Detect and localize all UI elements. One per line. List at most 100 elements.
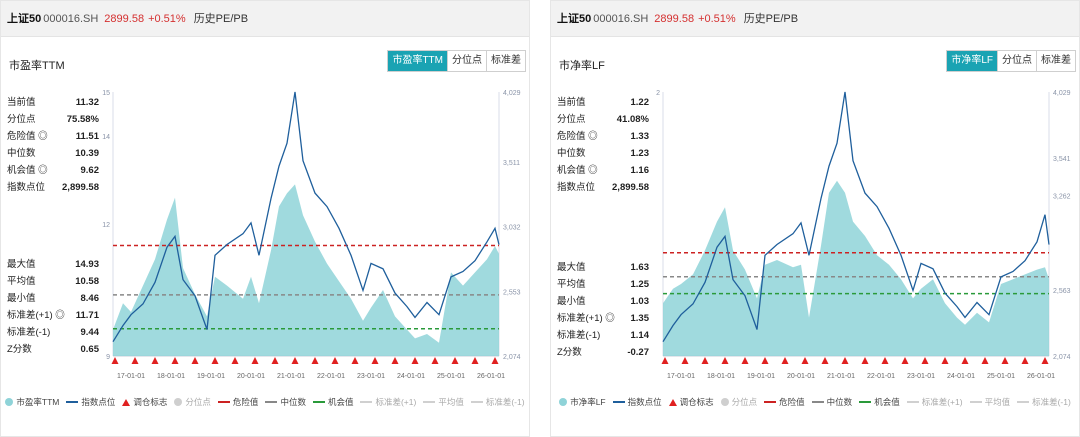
rebalance-marker: [761, 357, 769, 364]
x-tick-label: 19-01-01: [747, 373, 775, 380]
stat-label: 最大值: [557, 262, 586, 273]
history-link[interactable]: 历史PE/PB: [743, 13, 799, 25]
legend-item[interactable]: 平均值: [423, 396, 464, 408]
legend-item[interactable]: 市净率LF: [559, 396, 606, 408]
x-tick-label: 24-01-01: [397, 373, 425, 380]
x-tick-label: 25-01-01: [437, 373, 465, 380]
tab-stddev[interactable]: 标准差: [1036, 51, 1075, 71]
x-tick-label: 22-01-01: [867, 373, 895, 380]
legend-item[interactable]: 中位数: [811, 396, 853, 408]
rebalance-marker: [881, 357, 889, 364]
rebalance-marker: [741, 357, 749, 364]
chart-legend: 市净率LF 指数点位 调仓标志 分位点 危险值 中位数 机会值 标准差(+1) 平均值 标准差(-…: [551, 396, 1079, 408]
history-link[interactable]: 历史PE/PB: [193, 13, 249, 25]
tab-percentile[interactable]: 分位点: [997, 51, 1036, 71]
stat-row: 中位数 1.23: [557, 145, 649, 162]
chart-legend: 市盈率TTM 指数点位 调仓标志 分位点 危险值 中位数 机会值 标准差(+1) 平均值 标准差(…: [1, 396, 529, 408]
rebalance-marker: [781, 357, 789, 364]
legend-dash-icon: [764, 401, 777, 403]
stat-row: 最小值 8.46: [7, 290, 99, 307]
panel-header: 上证50 000016.SH 2899.58 +0.51% 历史PE/PB: [1, 1, 529, 37]
stat-row: 当前值 1.22: [557, 94, 649, 111]
rebalance-marker: [801, 357, 809, 364]
stats-primary: 当前值 11.32 分位点 75.58% 危险值 ◎ 11.51 中位数 10.39 机会值 ◎…: [7, 94, 99, 196]
rebalance-marker: [311, 357, 319, 364]
tab-percentile[interactable]: 分位点: [447, 51, 486, 71]
legend-item[interactable]: 机会值: [312, 396, 354, 408]
tab-stddev[interactable]: 标准差: [486, 51, 525, 71]
stat-label: 指数点位: [557, 182, 596, 193]
y-right-tick-label: 2,074: [503, 354, 521, 361]
stat-value: 9.62: [80, 165, 100, 176]
stat-row: 机会值 ◎ 1.16: [557, 162, 649, 179]
stat-row: 标准差(-1) 9.44: [7, 324, 99, 341]
stat-label: 最大值: [7, 259, 36, 270]
stat-row: 最大值 1.63: [557, 259, 649, 276]
metric-area: [113, 184, 499, 356]
legend-item[interactable]: 标准差(+1): [360, 396, 416, 408]
stat-label: 中位数: [7, 148, 36, 159]
legend-label: 危险值: [779, 397, 805, 407]
rebalance-marker: [821, 357, 829, 364]
legend-item[interactable]: 分位点: [720, 396, 757, 408]
x-tick-label: 17-01-01: [667, 373, 695, 380]
index-name: 上证50: [7, 13, 42, 25]
legend-item[interactable]: 中位数: [265, 396, 306, 408]
pb-panel: 上证50 000016.SH 2899.58 +0.51% 历史PE/PB 市净率LF …: [550, 0, 1080, 437]
panel-title: 市净率LF: [559, 60, 605, 72]
rebalance-marker: [351, 357, 359, 364]
legend-item[interactable]: 危险值: [217, 396, 258, 408]
stat-label: 最小值: [7, 293, 36, 304]
y-right-tick-label: 2,074: [1053, 354, 1071, 361]
stat-value: 75.58%: [66, 114, 99, 125]
legend-item[interactable]: 分位点: [174, 396, 211, 408]
stat-row: 分位点 75.58%: [7, 111, 99, 128]
stat-label: Z分数: [557, 347, 582, 358]
legend-item[interactable]: 指数点位: [66, 396, 115, 408]
legend-item[interactable]: 机会值: [859, 396, 900, 408]
legend-item[interactable]: 市盈率TTM: [5, 396, 59, 408]
legend-item[interactable]: 危险值: [764, 396, 805, 408]
legend-label: 标准差(+1): [375, 397, 417, 407]
tab-metric[interactable]: 市盈率TTM: [388, 51, 447, 71]
legend-item[interactable]: 平均值: [969, 396, 1011, 408]
legend-item[interactable]: 标准差(-1): [470, 396, 525, 408]
stats-primary: 当前值 1.22 分位点 41.08% 危险值 ◎ 1.33 中位数 1.23 机会值 ◎ 1.1…: [557, 94, 649, 196]
legend-item[interactable]: 指数点位: [612, 396, 662, 408]
stat-label: 标准差(+1) ◎: [7, 310, 65, 321]
legend-item[interactable]: 调仓标志: [668, 396, 714, 408]
stat-label: 危险值 ◎: [557, 131, 598, 142]
stat-value: 1.14: [630, 330, 650, 341]
legend-item[interactable]: 标准差(+1): [906, 396, 963, 408]
legend-label: 机会值: [327, 397, 354, 407]
rebalance-marker: [411, 357, 419, 364]
stat-row: 危险值 ◎ 1.33: [557, 128, 649, 145]
x-tick-label: 26-01-01: [477, 373, 505, 380]
stat-row: 指数点位 2,899.58: [7, 179, 99, 196]
stat-value: 10.58: [75, 276, 99, 287]
stat-label: 分位点: [557, 114, 586, 125]
stats-secondary: 最大值 14.93 平均值 10.58 最小值 8.46 标准差(+1) ◎ 11.71 标准差…: [7, 256, 99, 358]
stat-label: 标准差(-1): [557, 330, 601, 341]
y-left-tick-label: 12: [102, 222, 110, 229]
stat-value: 1.16: [630, 165, 650, 176]
stat-row: Z分数 0.65: [7, 341, 99, 358]
legend-line-icon: [969, 401, 982, 403]
legend-label: 标准差(+1): [921, 397, 963, 407]
stat-value: 2,899.58: [612, 182, 649, 193]
legend-dash-icon: [217, 401, 230, 403]
legend-item[interactable]: 标准差(-1): [1017, 396, 1071, 408]
legend-line-icon: [423, 401, 436, 403]
legend-label: 中位数: [826, 397, 853, 407]
rebalance-marker: [471, 357, 479, 364]
legend-item[interactable]: 调仓标志: [122, 396, 167, 408]
stat-value: 41.08%: [616, 114, 649, 125]
panel-header: 上证50 000016.SH 2899.58 +0.51% 历史PE/PB: [551, 1, 1079, 37]
stat-label: 标准差(+1) ◎: [557, 313, 615, 324]
rebalance-marker: [451, 357, 459, 364]
stat-row: 标准差(+1) ◎ 11.71: [7, 307, 99, 324]
stat-label: 机会值 ◎: [7, 165, 48, 176]
legend-label: 平均值: [984, 397, 1011, 407]
tab-metric[interactable]: 市净率LF: [947, 51, 997, 71]
